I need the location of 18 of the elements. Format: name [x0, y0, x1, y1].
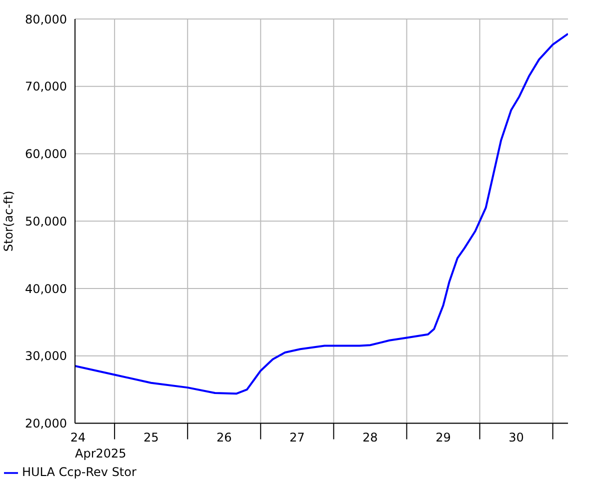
legend-label: HULA Ccp-Rev Stor	[22, 465, 136, 480]
x-tick-label: 28	[362, 430, 378, 444]
y-tick-label: 70,000	[25, 80, 67, 94]
y-tick-label: 60,000	[25, 147, 67, 162]
y-tick-label: 40,000	[25, 282, 67, 296]
x-tick-label: 26	[216, 430, 232, 444]
x-tick-label: 24	[70, 430, 86, 444]
y-tick-label: 50,000	[25, 214, 67, 228]
x-tick-label: 30	[508, 430, 524, 444]
line-series	[75, 32, 568, 395]
x-tick-label: 27	[290, 430, 305, 444]
y-tick-label: 20,000	[25, 416, 67, 431]
y-tick-label: 30,000	[25, 349, 67, 364]
y-tick-label: 80,000	[25, 12, 67, 26]
y-axis-title: Stor(ac-ft)	[1, 190, 16, 252]
x-tick-label: 25	[143, 430, 159, 444]
x-axis-title: Apr2025	[75, 446, 126, 460]
x-tick-label: 29	[436, 430, 451, 444]
